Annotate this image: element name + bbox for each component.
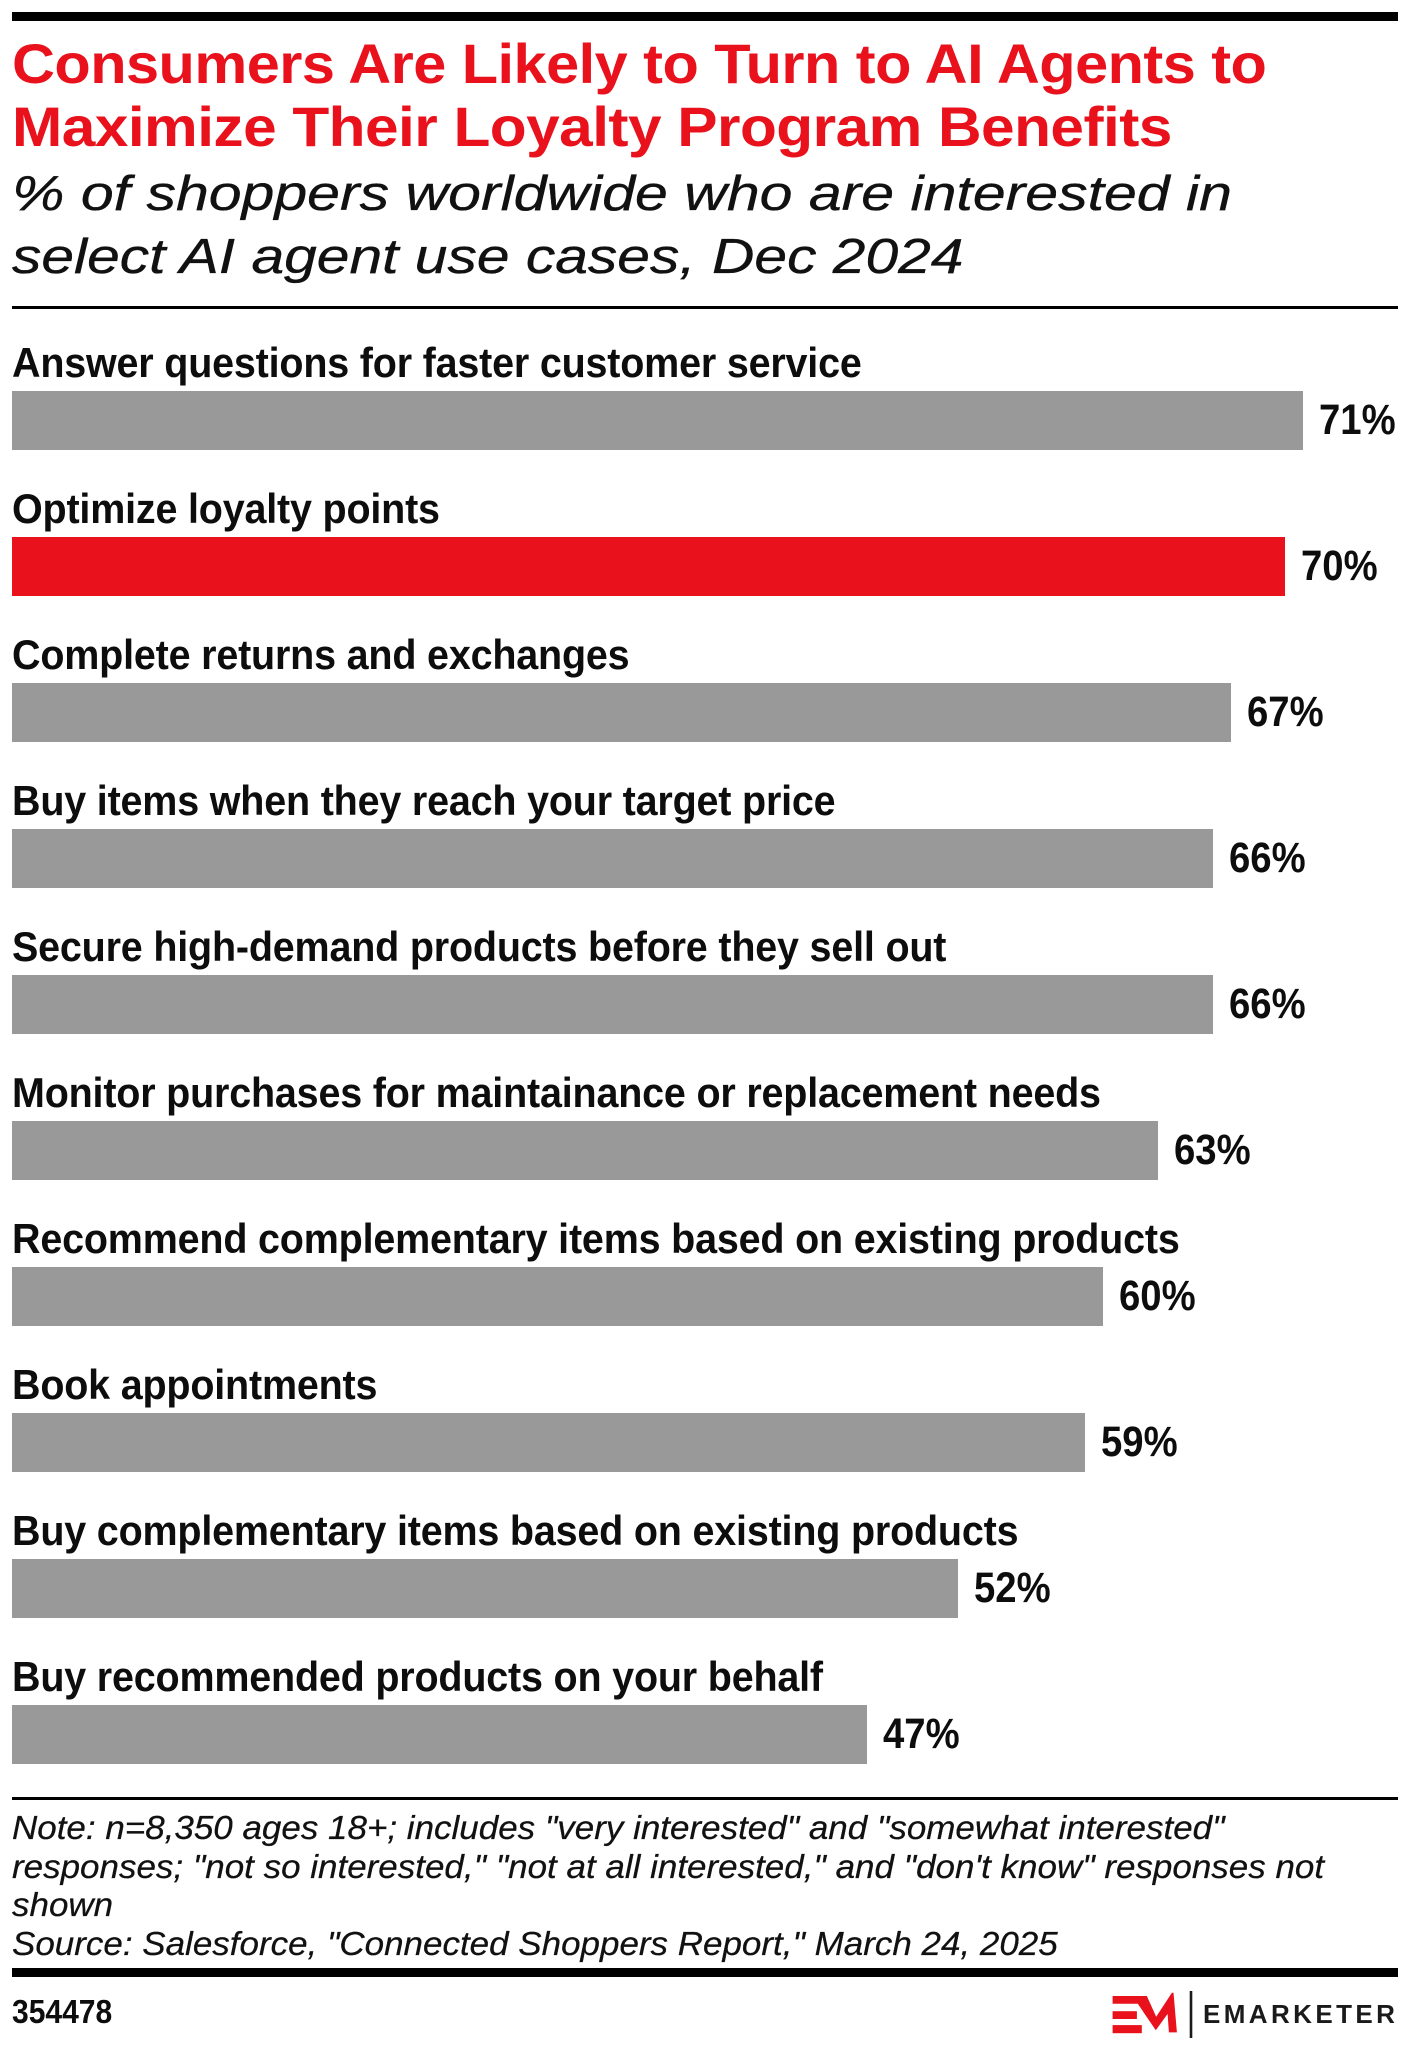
svg-text:EMARKETER: EMARKETER xyxy=(1203,1999,1398,2029)
